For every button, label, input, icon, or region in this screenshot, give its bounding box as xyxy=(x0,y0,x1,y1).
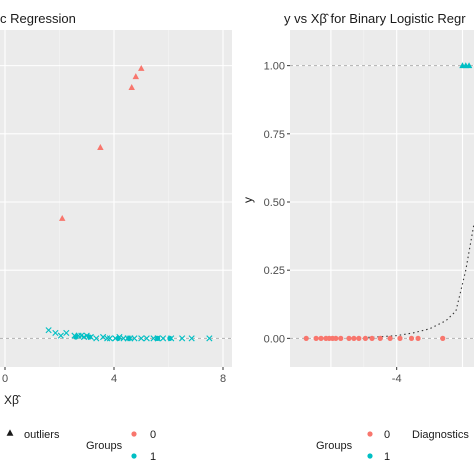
data-point xyxy=(362,335,369,341)
right-legend-group1-icon xyxy=(367,453,373,459)
left-plot-panel xyxy=(0,30,232,367)
data-point xyxy=(206,335,213,342)
legend-group0-label: 0 xyxy=(150,429,156,441)
data-point xyxy=(415,335,421,341)
data-point xyxy=(369,335,375,341)
left-x-axis-title: Xβ̂ xyxy=(4,393,21,407)
data-point xyxy=(318,335,324,341)
data-point xyxy=(303,335,309,341)
right-plot-panel xyxy=(290,30,474,367)
data-point xyxy=(100,333,107,341)
y-tick-label: 1.00 xyxy=(264,61,285,73)
right-y-axis: 0.00 0.25 0.50 0.75 1.00 xyxy=(264,61,290,345)
data-point xyxy=(155,335,161,341)
data-point xyxy=(86,334,93,340)
right-legend-diagnostics-title: Diagnostics xyxy=(412,429,469,441)
right-legend-group0-label: 0 xyxy=(384,429,390,441)
data-point xyxy=(313,335,319,341)
data-point xyxy=(138,335,145,342)
data-point xyxy=(104,335,111,342)
data-point xyxy=(356,335,362,341)
x-tick-label: -4 xyxy=(392,373,402,385)
data-point xyxy=(387,335,393,341)
fitted-curve xyxy=(363,223,474,339)
right-plot: y vs Xβ̂ for Binary Logistic Regr -4 0.0… xyxy=(241,11,474,385)
left-legend: outliers Groups 0 1 xyxy=(6,429,156,463)
data-point xyxy=(57,332,64,339)
right-legend-groups-title: Groups xyxy=(316,440,353,452)
right-legend-group1-label: 1 xyxy=(384,451,390,463)
data-point xyxy=(333,335,339,341)
data-point xyxy=(115,335,121,341)
left-chart-title: c Regression xyxy=(0,11,76,26)
x-tick-label: 0 xyxy=(2,373,8,385)
y-tick-label: 0.25 xyxy=(264,265,285,277)
data-point xyxy=(346,335,352,341)
data-point xyxy=(63,329,70,336)
data-point xyxy=(131,335,138,342)
data-point xyxy=(179,335,186,342)
x-tick-label: 4 xyxy=(111,373,117,385)
y-tick-label: 0.00 xyxy=(264,333,285,345)
left-x-axis: 0 4 8 xyxy=(2,367,226,385)
legend-groups-title: Groups xyxy=(86,440,123,452)
data-point xyxy=(138,64,145,71)
left-plot: c Regression 0 4 8 Xβ̂ xyxy=(0,11,232,407)
data-point xyxy=(132,73,140,80)
data-point xyxy=(58,214,66,221)
x-tick-label: 8 xyxy=(220,373,226,385)
legend-group1-label: 1 xyxy=(150,451,156,463)
data-point xyxy=(377,335,383,341)
right-x-axis: -4 xyxy=(392,367,402,385)
data-point xyxy=(126,335,132,341)
data-point xyxy=(351,335,357,341)
data-point xyxy=(159,335,167,342)
data-point xyxy=(73,334,79,340)
data-point xyxy=(128,84,135,91)
legend-triangle-icon xyxy=(6,429,14,436)
data-point xyxy=(465,62,473,69)
data-point xyxy=(52,329,59,336)
data-point xyxy=(45,327,52,334)
data-point xyxy=(97,144,104,151)
data-point xyxy=(338,335,344,341)
right-data-points xyxy=(303,62,473,341)
right-legend: Groups 0 1 Diagnostics xyxy=(316,429,469,463)
data-point xyxy=(440,335,446,341)
data-point xyxy=(106,335,114,342)
right-chart-title: y vs Xβ̂ for Binary Logistic Regr xyxy=(284,11,466,26)
legend-group0-icon xyxy=(131,431,137,437)
left-data-points xyxy=(45,64,213,342)
data-point xyxy=(167,335,173,341)
data-point xyxy=(93,335,100,342)
right-legend-group0-icon xyxy=(367,431,373,437)
y-tick-label: 0.75 xyxy=(264,129,285,141)
data-point xyxy=(188,335,195,342)
legend-group1-icon xyxy=(131,453,137,459)
data-point xyxy=(143,335,150,342)
right-y-axis-title: y xyxy=(241,197,255,203)
legend-outliers-label: outliers xyxy=(24,429,60,441)
data-point xyxy=(397,335,403,341)
right-gridlines xyxy=(290,30,474,367)
y-tick-label: 0.50 xyxy=(264,197,285,209)
data-point xyxy=(408,335,415,341)
